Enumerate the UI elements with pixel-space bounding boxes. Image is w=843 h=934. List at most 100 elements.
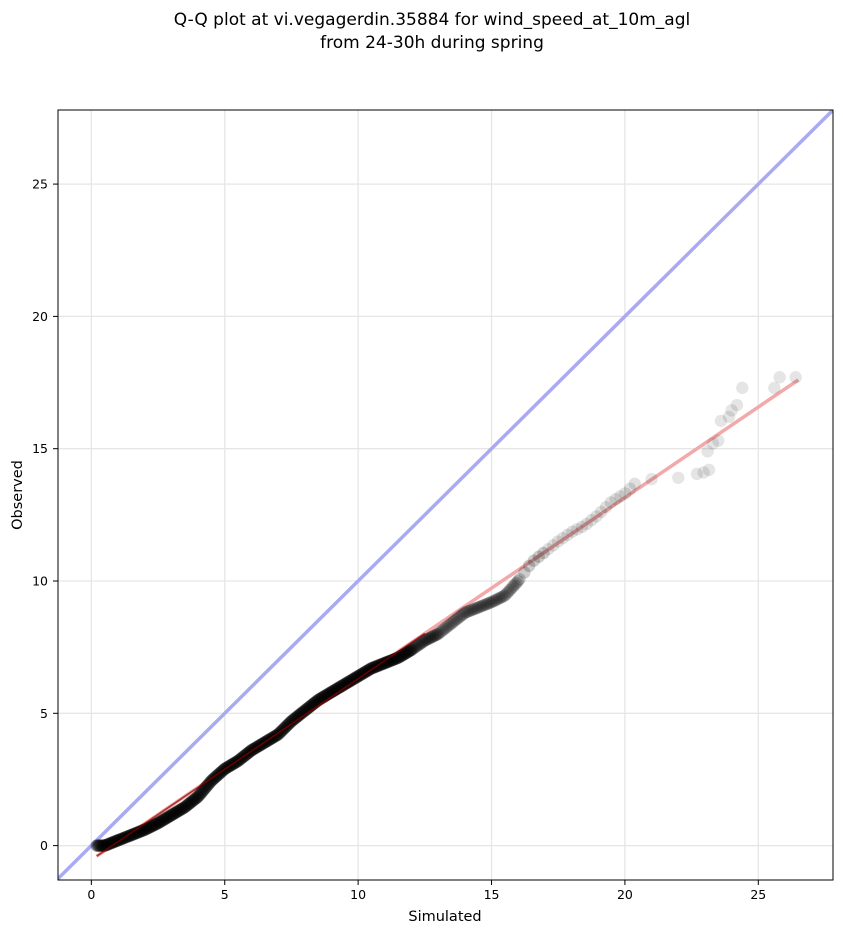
chart-title-line-2: from 24-30h during spring bbox=[320, 33, 544, 53]
quantile-point bbox=[604, 496, 617, 509]
quantile-point bbox=[394, 649, 408, 663]
quantile-point bbox=[497, 590, 510, 603]
quantile-point bbox=[157, 813, 171, 826]
chart-title-line-1: Q-Q plot at vi.vegagerdin.35884 for wind… bbox=[174, 10, 690, 30]
quantile-point bbox=[207, 772, 220, 786]
quantile-point bbox=[463, 604, 477, 617]
quantile-point bbox=[166, 808, 179, 821]
plot-frame bbox=[57, 109, 834, 881]
quantile-point bbox=[349, 671, 362, 685]
quantile-point bbox=[146, 819, 159, 832]
quantile-point bbox=[353, 668, 367, 682]
quantile-point bbox=[450, 612, 464, 626]
quantile-point bbox=[518, 566, 531, 579]
quantile-point bbox=[393, 650, 407, 663]
quantile-point bbox=[566, 525, 579, 538]
y-axis-label: Observed bbox=[10, 460, 26, 530]
quantile-point bbox=[345, 673, 358, 687]
quantile-point bbox=[570, 523, 584, 536]
quantile-point bbox=[124, 829, 137, 842]
quantile-point bbox=[466, 603, 480, 616]
quantile-point bbox=[143, 820, 157, 834]
quantile-point bbox=[594, 505, 608, 519]
quantile-point bbox=[128, 827, 142, 840]
quantile-point bbox=[151, 817, 164, 830]
quantile-point bbox=[460, 605, 473, 619]
quantile-point bbox=[348, 672, 361, 685]
y-tick-label: 15 bbox=[32, 441, 48, 456]
y-tick-label: 20 bbox=[32, 309, 48, 324]
quantile-point bbox=[789, 371, 802, 384]
quantile-point bbox=[500, 587, 513, 600]
quantile-point bbox=[181, 799, 194, 812]
quantile-point bbox=[449, 613, 462, 627]
quantile-point bbox=[398, 647, 412, 660]
quantile-point bbox=[95, 839, 108, 852]
quantile-point bbox=[354, 668, 368, 681]
quantile-point bbox=[290, 711, 303, 724]
quantile-point bbox=[178, 801, 191, 814]
quantile-point bbox=[672, 471, 685, 485]
quantile-point bbox=[90, 839, 103, 852]
quantile-point bbox=[457, 607, 470, 621]
quantile-point bbox=[160, 811, 173, 825]
quantile-point bbox=[768, 381, 781, 395]
quantile-point bbox=[701, 445, 714, 458]
quantile-point bbox=[433, 626, 446, 640]
x-tick-label: 0 bbox=[87, 887, 95, 902]
quantile-point bbox=[177, 801, 190, 815]
y-tick-label: 0 bbox=[40, 838, 48, 853]
quantile-point bbox=[614, 490, 627, 503]
quantile-point bbox=[356, 667, 369, 680]
quantile-point bbox=[284, 715, 298, 728]
quantile-point bbox=[94, 839, 107, 852]
x-tick-label: 5 bbox=[221, 887, 229, 902]
quantile-point bbox=[125, 828, 138, 842]
quantile-point bbox=[492, 592, 505, 605]
x-tick-label: 15 bbox=[484, 887, 500, 902]
quantile-point bbox=[183, 796, 197, 810]
quantile-point bbox=[352, 669, 366, 682]
y-tick-label: 10 bbox=[32, 573, 48, 588]
quantile-point bbox=[331, 682, 344, 695]
quantile-point bbox=[474, 600, 488, 613]
quantile-point bbox=[575, 520, 589, 534]
quantile-point bbox=[736, 381, 749, 395]
quantile-point bbox=[690, 467, 704, 481]
quantile-point bbox=[379, 656, 393, 669]
quantile-point bbox=[148, 818, 161, 832]
quantile-point bbox=[195, 785, 209, 798]
quantile-point bbox=[546, 539, 560, 552]
quantile-point bbox=[140, 822, 154, 835]
y-tick-label: 5 bbox=[40, 706, 48, 721]
quantile-point bbox=[618, 487, 632, 500]
quantile-point bbox=[185, 795, 199, 808]
quantile-point bbox=[522, 559, 536, 573]
x-tick-label: 20 bbox=[617, 887, 633, 902]
quantile-point bbox=[340, 676, 354, 690]
quantile-point bbox=[188, 793, 201, 806]
quantile-point bbox=[532, 550, 545, 563]
x-tick-label: 10 bbox=[350, 887, 366, 902]
quantile-point bbox=[175, 802, 188, 816]
quantile-point bbox=[333, 681, 346, 694]
quantile-point bbox=[105, 836, 118, 850]
quantile-point bbox=[490, 593, 504, 606]
quantile-point bbox=[537, 546, 550, 560]
quantile-point bbox=[93, 839, 106, 852]
quantile-point bbox=[725, 404, 738, 417]
quantile-point bbox=[406, 643, 419, 656]
quantile-point bbox=[336, 678, 350, 692]
quantile-point bbox=[405, 643, 418, 657]
quantile-point bbox=[458, 606, 472, 619]
quantile-point bbox=[144, 820, 158, 833]
quantile-point bbox=[542, 542, 555, 556]
quantile-point bbox=[425, 631, 438, 644]
quantile-point bbox=[415, 636, 429, 649]
quantile-point bbox=[167, 807, 181, 820]
quantile-point bbox=[190, 791, 203, 805]
quantile-point bbox=[462, 605, 475, 618]
quantile-point bbox=[417, 635, 430, 648]
quantile-point bbox=[400, 646, 413, 659]
quantile-point bbox=[482, 596, 496, 610]
